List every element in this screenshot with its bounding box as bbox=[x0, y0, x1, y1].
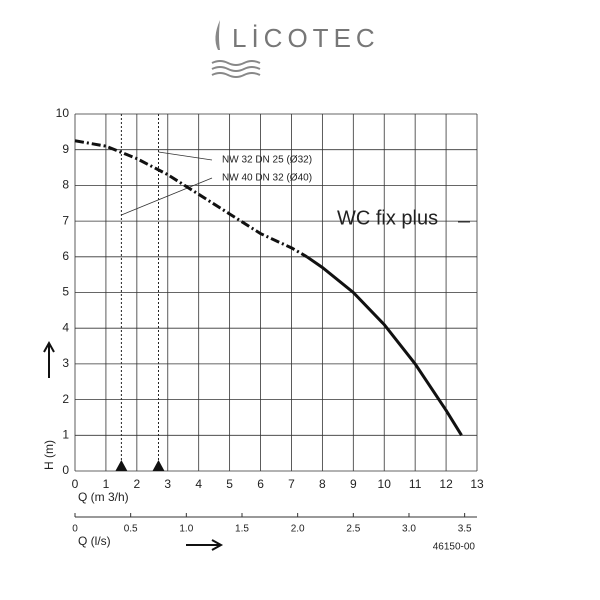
reference-label: NW 40 DN 32 (Ø40) bbox=[222, 173, 312, 184]
reference-marker bbox=[152, 460, 165, 471]
x-tick-label: 12 bbox=[439, 477, 453, 491]
y-tick-label: 2 bbox=[62, 392, 69, 406]
x2-tick-label: 3.0 bbox=[402, 524, 416, 535]
logo: LİCOTEC bbox=[232, 23, 380, 53]
x2-tick-label: 0.5 bbox=[124, 524, 138, 535]
x-tick-label: 10 bbox=[378, 477, 392, 491]
x2-tick-label: 3.5 bbox=[458, 524, 472, 535]
x-tick-label: 13 bbox=[470, 477, 484, 491]
x2-tick-label: 2.0 bbox=[291, 524, 305, 535]
x-tick-label: 2 bbox=[134, 477, 141, 491]
y-tick-label: 8 bbox=[62, 178, 69, 192]
x-tick-label: 6 bbox=[257, 477, 264, 491]
x-tick-label: 5 bbox=[226, 477, 233, 491]
y-axis-label: H (m) bbox=[42, 440, 56, 470]
reference-marker bbox=[115, 460, 128, 471]
logo-waves bbox=[211, 20, 261, 78]
annotation: WC fix plus bbox=[337, 207, 438, 229]
x-arrow bbox=[186, 539, 224, 551]
x-tick-label: 7 bbox=[288, 477, 295, 491]
x2-tick-label: 0 bbox=[72, 524, 78, 535]
x-axis-label: Q (m 3/h) bbox=[78, 490, 129, 504]
figure-code: 46150-00 bbox=[433, 542, 476, 553]
x-tick-label: 11 bbox=[409, 477, 422, 491]
x-tick-label: 8 bbox=[319, 477, 326, 491]
y-tick-label: 6 bbox=[62, 249, 69, 263]
x2-tick-label: 2.5 bbox=[346, 524, 360, 535]
y-tick-label: 3 bbox=[62, 356, 69, 370]
y-tick-label: 5 bbox=[62, 285, 69, 299]
x-tick-label: 9 bbox=[350, 477, 357, 491]
x-tick-label: 3 bbox=[164, 477, 171, 491]
x2-axis-label: Q (l/s) bbox=[78, 534, 111, 548]
y-tick-label: 10 bbox=[56, 106, 70, 120]
x2-tick-label: 1.0 bbox=[179, 524, 193, 535]
reference-label: NW 32 DN 25 (Ø32) bbox=[222, 155, 312, 166]
y-tick-label: 7 bbox=[62, 213, 69, 227]
y-tick-label: 1 bbox=[62, 427, 69, 441]
pump-curve bbox=[74, 139, 308, 259]
leader-line bbox=[158, 151, 213, 161]
y-tick-label: 9 bbox=[62, 142, 69, 156]
y-arrow bbox=[43, 340, 55, 378]
y-tick-label: 0 bbox=[62, 463, 69, 477]
x-tick-label: 4 bbox=[195, 477, 202, 491]
x-tick-label: 1 bbox=[103, 477, 110, 491]
leader-line bbox=[121, 177, 213, 216]
x2-tick-label: 1.5 bbox=[235, 524, 249, 535]
y-tick-label: 4 bbox=[62, 320, 69, 334]
pump-curve bbox=[306, 255, 463, 437]
x-tick-label: 0 bbox=[72, 477, 79, 491]
